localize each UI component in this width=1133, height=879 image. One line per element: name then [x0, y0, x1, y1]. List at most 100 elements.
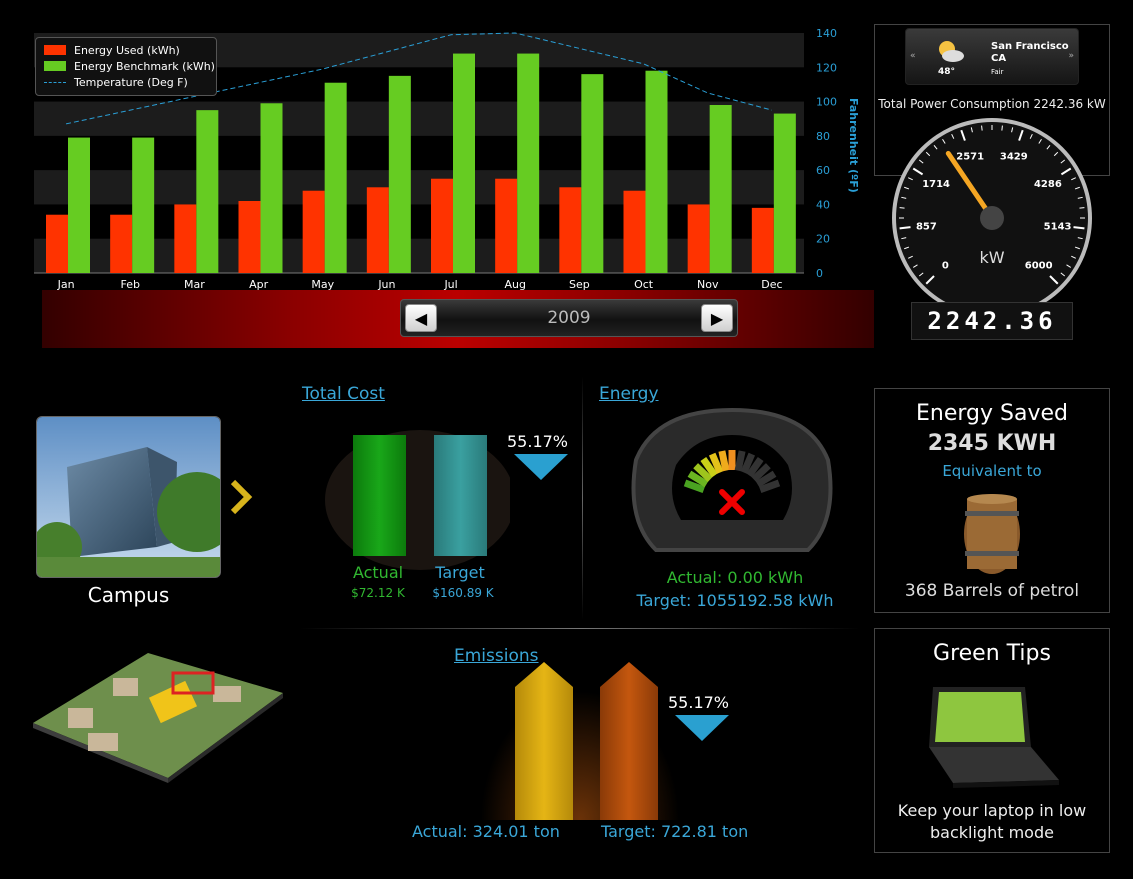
- bar-energy-used: [495, 178, 518, 273]
- power-title: Total Power Consumption 2242.36 kW: [878, 97, 1106, 111]
- cost-actual-label: Actual: [352, 563, 404, 582]
- next-year-button[interactable]: ▶: [701, 304, 733, 332]
- bar-energy-used: [431, 178, 453, 273]
- gauge-tick: [942, 138, 946, 144]
- legend-label: Energy Used (kWh): [74, 43, 180, 57]
- bar-energy-used: [110, 214, 133, 273]
- y-tick-label: 0: [816, 267, 823, 280]
- bar-energy-benchmark: [68, 137, 90, 273]
- emissions-title[interactable]: Emissions: [454, 646, 539, 666]
- gauge-tick: [907, 177, 913, 181]
- bar-energy-used: [751, 207, 774, 273]
- legend-swatch: [44, 45, 66, 55]
- year-label: 2009: [547, 308, 591, 328]
- gauge-tick: [1029, 133, 1033, 139]
- gauge-tick: [1053, 151, 1059, 157]
- legend-item-energy-benchmark: Energy Benchmark (kWh): [44, 59, 215, 73]
- green-tips-title: Green Tips: [933, 641, 1051, 666]
- gauge-tick: [1077, 237, 1083, 240]
- bar-energy-benchmark: [132, 137, 155, 273]
- gauge-tick: [1011, 127, 1014, 133]
- energy-saved-equivalent: Equivalent to: [942, 462, 1042, 480]
- gauge-label: 2571: [956, 152, 984, 163]
- gauge-label: 5143: [1044, 221, 1072, 232]
- emissions-down-arrow-icon: [675, 715, 729, 741]
- campus-map-image[interactable]: [28, 648, 288, 783]
- weather-city: San Francisco: [991, 41, 1069, 52]
- grid-band: [34, 101, 804, 136]
- gauge-tick: [1038, 138, 1042, 144]
- meter-segment: [700, 457, 718, 478]
- meter-segment: [746, 457, 764, 478]
- meter-segment: [683, 479, 706, 494]
- legend-swatch: [44, 61, 66, 71]
- weather-widget: « 48° San Francisco CA Fair »: [905, 28, 1079, 85]
- energy-title[interactable]: Energy: [599, 384, 659, 404]
- gauge-tick: [960, 129, 966, 141]
- meter-segment: [751, 463, 771, 482]
- cost-actual-value: $72.12 K: [351, 586, 405, 600]
- weather-prev-button[interactable]: «: [910, 51, 916, 61]
- gauge-tick: [1060, 272, 1066, 277]
- y-tick-label: 60: [816, 164, 830, 177]
- cost-target-label: Target: [435, 563, 485, 582]
- y-tick-label: 140: [816, 27, 837, 40]
- gauge-tick: [1018, 129, 1024, 141]
- x-tick-label: May: [311, 278, 334, 291]
- x-tick-label: Oct: [634, 278, 654, 291]
- gauge-label: 3429: [1000, 152, 1028, 163]
- legend-item-temperature: Temperature (Deg F): [44, 75, 188, 89]
- gauge-tick: [1071, 177, 1077, 181]
- energy-chart-svg: 0 20 40 60 80 100 120 140 Fahrenheit (ºF) Jan Feb M…: [34, 27, 860, 291]
- green-tip-line1: Keep your laptop in low: [897, 801, 1087, 820]
- cost-percent: 55.17%: [507, 432, 569, 451]
- barrel-icon: [964, 494, 1020, 574]
- gauge-tick: [912, 167, 924, 176]
- emissions-percent: 55.17%: [668, 693, 730, 712]
- gauge-tick: [1077, 196, 1083, 199]
- prev-year-button[interactable]: ◀: [405, 304, 437, 332]
- gauge-tick: [901, 237, 907, 240]
- x-tick-label: Nov: [697, 278, 719, 291]
- gauge-tick: [912, 264, 918, 268]
- gauge-tick: [951, 133, 955, 139]
- x-tick-label: Feb: [121, 278, 140, 291]
- campus-next-icon[interactable]: [228, 478, 254, 516]
- gauge-tick: [1073, 226, 1085, 230]
- bar-energy-benchmark: [453, 53, 475, 274]
- total-cost-title[interactable]: Total Cost: [302, 384, 385, 404]
- green-tips-panel: Green Tips Keep your laptop in low backl…: [874, 628, 1110, 853]
- weather-condition: Fair: [991, 68, 1004, 76]
- chart-legend: Energy Used (kWh) Energy Benchmark (kWh)…: [35, 37, 217, 96]
- energy-meter-icon: [631, 407, 833, 552]
- y-tick-label: 100: [816, 96, 837, 109]
- sun-cloud-icon: [939, 41, 964, 62]
- gauge-tick: [1079, 207, 1085, 209]
- campus-photo[interactable]: [36, 416, 221, 578]
- gauge-tick: [907, 255, 913, 259]
- section-divider-horizontal: [300, 628, 860, 629]
- energy-saved-barrels: 368 Barrels of petrol: [904, 581, 1080, 601]
- green-tip-line2: backlight mode: [930, 823, 1054, 842]
- gauge-tick: [918, 159, 924, 164]
- gauge-label: 4286: [1034, 179, 1062, 190]
- emissions-actual-bar: [515, 662, 573, 820]
- meter-segment: [718, 450, 730, 472]
- gauge-label: 0: [942, 261, 949, 272]
- section-divider-vertical: [582, 376, 583, 620]
- gauge-label: 6000: [1025, 261, 1053, 272]
- gauge-tick: [901, 196, 907, 199]
- cost-target-bar: [434, 435, 487, 556]
- power-gauge: 0 857 1714 2571 3429 4286 5143 6000 kW: [892, 118, 1092, 318]
- bar-energy-benchmark: [773, 113, 796, 273]
- legend-label: Temperature (Deg F): [74, 75, 188, 89]
- energy-saved-title: Energy Saved: [916, 401, 1068, 426]
- x-tick-label: Jan: [57, 278, 75, 291]
- x-tick-label: Jun: [377, 278, 395, 291]
- bar-energy-benchmark: [388, 75, 411, 273]
- cost-actual-bar: [353, 435, 406, 556]
- cross-icon: [719, 489, 745, 515]
- temperature-line: [65, 32, 773, 125]
- energy-saved-value: 2345 KWH: [927, 431, 1057, 456]
- weather-next-button[interactable]: »: [1068, 51, 1074, 61]
